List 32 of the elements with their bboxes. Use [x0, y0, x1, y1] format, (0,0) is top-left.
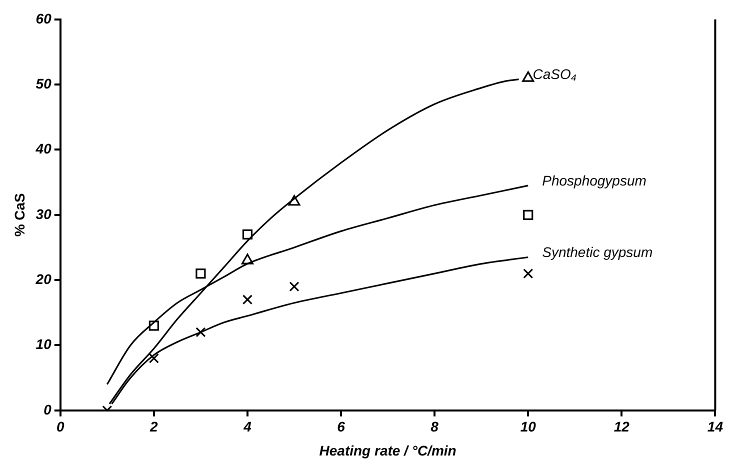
y-tick-label: 10: [36, 336, 52, 352]
series-label: Phosphogypsum: [542, 172, 647, 188]
y-tick-label: 40: [34, 140, 52, 157]
y-tick-label: 50: [36, 75, 52, 92]
x-tick-label: 12: [614, 418, 630, 435]
point: [522, 71, 534, 82]
point: [289, 282, 300, 292]
y-tick-label: 20: [34, 270, 52, 287]
x-axis-title: Heating rate / °C/min: [319, 442, 456, 458]
y-axis-title: % CaS: [11, 193, 28, 237]
y-tick-label: 0: [44, 401, 52, 418]
point: [148, 353, 159, 364]
point: [196, 327, 206, 338]
x-tick-label: 8: [430, 418, 439, 435]
y-tick-label: 30: [36, 206, 52, 222]
x-tick-label: 0: [56, 418, 64, 435]
x-tick-label: 2: [149, 418, 158, 435]
point: [242, 229, 253, 240]
y-tick-label: 60: [36, 10, 52, 26]
point: [196, 268, 206, 279]
point: [241, 254, 254, 264]
x-tick-label: 6: [337, 418, 346, 435]
x-tick-label: 4: [242, 418, 252, 435]
point: [288, 195, 300, 206]
x-tick-label: 14: [707, 418, 724, 435]
point: [523, 210, 534, 220]
series-label: CaSO₄: [532, 66, 577, 82]
point: [242, 294, 253, 305]
series-label: Synthetic gypsum: [542, 244, 653, 260]
point: [148, 320, 159, 331]
point: [523, 268, 534, 279]
x-tick-label: 10: [520, 418, 536, 435]
